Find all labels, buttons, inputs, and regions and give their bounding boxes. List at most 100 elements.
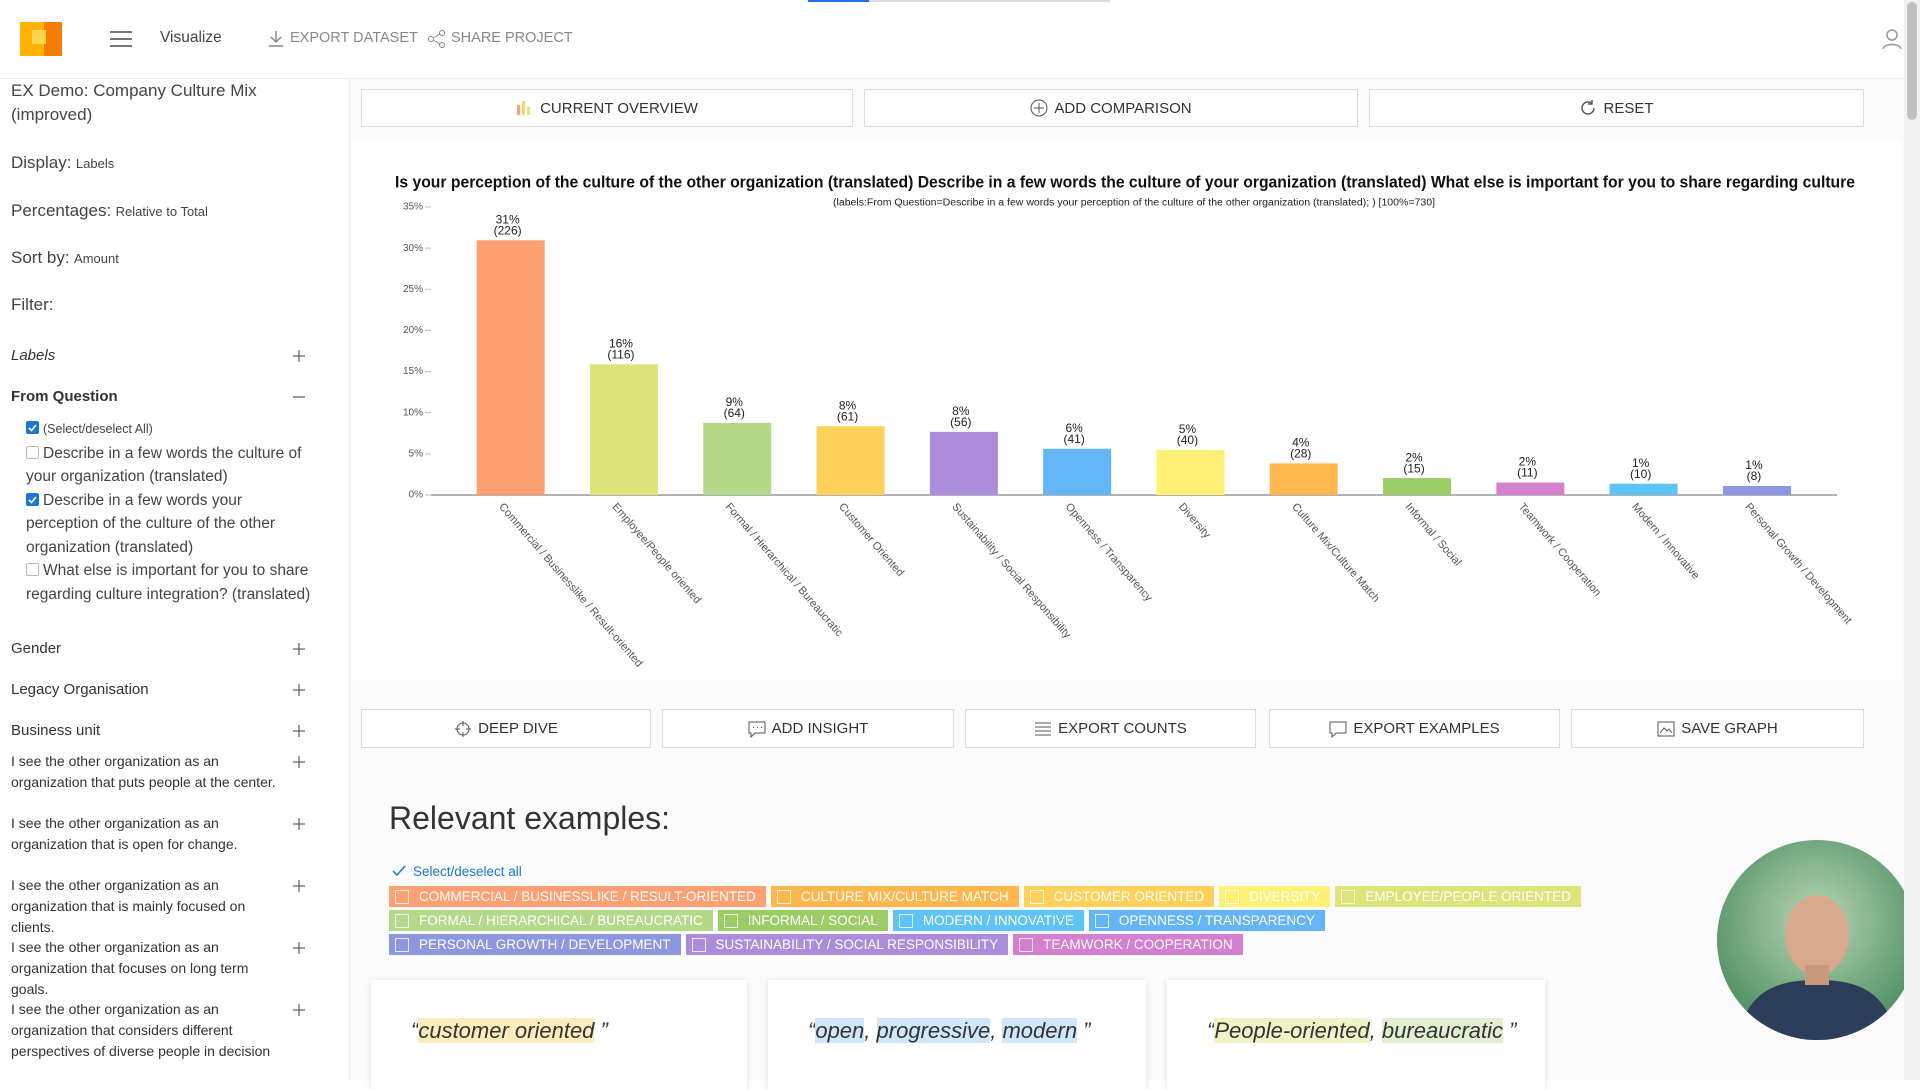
tag-checkbox[interactable] <box>776 889 791 904</box>
action-button[interactable]: EXPORT EXAMPLES <box>1269 709 1560 748</box>
tag-checkbox[interactable] <box>1019 937 1034 952</box>
toolbar-button[interactable]: RESET <box>1369 89 1864 127</box>
webcam-overlay <box>1717 840 1917 1040</box>
bar <box>1269 463 1338 495</box>
bar <box>929 431 998 495</box>
top-progress-track <box>869 0 1110 2</box>
user-icon[interactable] <box>1882 28 1902 50</box>
category-tag[interactable]: SUSTAINABILITY / SOCIAL RESPONSIBILITY <box>685 934 1009 955</box>
setting-row: Sort by: Amount <box>11 245 119 272</box>
logo[interactable] <box>20 22 62 56</box>
checkmark-stroke <box>28 424 37 432</box>
tag-checkbox[interactable] <box>395 937 409 952</box>
category-tag[interactable]: EMPLOYEE/PEOPLE ORIENTED <box>1335 886 1581 907</box>
category-tag[interactable]: PERSONAL GROWTH / DEVELOPMENT <box>389 934 681 955</box>
tag-label: TEAMWORK / COOPERATION <box>1043 937 1233 952</box>
filter-option[interactable]: What else is important for you to share … <box>26 559 311 606</box>
category-tag[interactable]: OPENNESS / TRANSPARENCY <box>1088 910 1325 931</box>
tag-label: INFORMAL / SOCIAL <box>747 913 878 928</box>
share-project-link[interactable]: SHARE PROJECT <box>451 30 573 46</box>
filter-header[interactable]: Business unit <box>11 722 101 739</box>
setting-value[interactable]: Amount <box>74 251 119 266</box>
bar <box>1043 448 1112 495</box>
example-card: “customer oriented ” <box>371 980 747 1090</box>
expand-icon[interactable] <box>292 1003 306 1017</box>
checkbox-checked[interactable] <box>26 492 39 506</box>
tag-label: CUSTOMER ORIENTED <box>1053 889 1205 904</box>
checkbox[interactable] <box>26 445 39 459</box>
count-label: (116) <box>607 347 634 361</box>
category-tag[interactable]: FORMAL / HIERARCHICAL / BUREAUCRATIC <box>389 910 713 931</box>
expand-icon[interactable] <box>292 941 306 955</box>
tag-checkbox[interactable] <box>395 913 409 928</box>
filter-option[interactable]: Describe in a few words your perception … <box>26 489 311 560</box>
tag-checkbox[interactable] <box>1341 889 1356 904</box>
filter-header[interactable]: I see the other organization as an organ… <box>11 939 249 997</box>
expand-icon[interactable] <box>292 724 306 738</box>
expand-icon[interactable] <box>292 817 306 831</box>
toolbar-button[interactable]: CURRENT OVERVIEW <box>361 89 853 127</box>
value-label: 5% <box>1179 422 1197 436</box>
app-title[interactable]: Visualize <box>160 29 222 46</box>
category-tag[interactable]: COMMERCIAL / BUSINESSLIKE / RESULT-ORIEN… <box>389 886 766 907</box>
filter-header[interactable]: I see the other organization as an organ… <box>11 815 238 852</box>
category-tag[interactable]: MODERN / INNOVATIVE <box>892 910 1084 931</box>
tag-checkbox[interactable] <box>723 913 738 928</box>
expand-icon[interactable] <box>292 683 306 697</box>
setting-label: Display: <box>11 153 72 172</box>
tag-checkbox[interactable] <box>898 913 913 928</box>
setting-value[interactable]: Labels <box>75 156 115 171</box>
count-label: (15) <box>1403 461 1424 475</box>
scrollbar-thumb[interactable] <box>1907 2 1917 120</box>
filter-header[interactable]: From Question <box>11 388 118 405</box>
tag-checkbox[interactable] <box>395 889 409 904</box>
highlighted-text: People-oriented <box>1214 1018 1370 1043</box>
action-button[interactable]: ADD INSIGHT <box>662 709 954 748</box>
check-icon <box>392 865 406 877</box>
action-button[interactable]: DEEP DIVE <box>361 709 651 748</box>
tag-checkbox[interactable] <box>1029 889 1044 904</box>
icon-stroke <box>293 350 305 362</box>
setting-row: Percentages: Relative to Total <box>11 198 208 225</box>
tag-checkbox[interactable] <box>1225 889 1240 904</box>
expand-icon[interactable] <box>292 642 306 656</box>
filter-header[interactable]: Legacy Organisation <box>11 681 149 698</box>
value-label: 31% <box>496 212 520 226</box>
tag-checkbox[interactable] <box>1094 913 1109 928</box>
filter-header[interactable]: I see the other organization as an organ… <box>11 877 246 935</box>
x-tick-label: Informal / Social <box>1403 501 1464 568</box>
collapse-icon[interactable] <box>292 390 306 404</box>
action-button[interactable]: SAVE GRAPH <box>1571 709 1864 748</box>
category-tag[interactable]: TEAMWORK / COOPERATION <box>1013 934 1243 955</box>
value-label: 2% <box>1519 455 1537 469</box>
filter-header[interactable]: Labels <box>11 347 56 364</box>
action-button[interactable]: EXPORT COUNTS <box>965 709 1256 748</box>
category-tag[interactable]: CULTURE MIX/CULTURE MATCH <box>770 886 1019 907</box>
x-tick-label: Commercial / Businesslike / Result-orien… <box>496 501 645 669</box>
tag-checkbox[interactable] <box>691 937 706 952</box>
menu-icon[interactable] <box>110 30 132 48</box>
select-all-link[interactable]: Select/deselect all <box>413 864 522 879</box>
checkbox-checked[interactable] <box>26 421 39 434</box>
expand-icon[interactable] <box>292 755 306 769</box>
expand-icon[interactable] <box>292 879 306 893</box>
y-tick-label: 15% <box>403 366 423 377</box>
filter-option[interactable]: (Select/deselect All) <box>26 418 311 442</box>
icon-stroke <box>293 942 305 954</box>
filter-option[interactable]: Describe in a few words the culture of y… <box>26 442 311 489</box>
sidebar <box>0 79 350 1080</box>
category-tag[interactable]: CUSTOMER ORIENTED <box>1023 886 1215 907</box>
filter-header[interactable]: I see the other organization as an organ… <box>11 753 276 790</box>
x-tick-label: Employee/People oriented <box>609 501 703 606</box>
expand-icon[interactable] <box>292 349 306 363</box>
toolbar-button[interactable]: ADD COMPARISON <box>864 89 1358 127</box>
x-tick-label: Customer Oriented <box>836 501 906 579</box>
setting-value[interactable]: Relative to Total <box>115 203 208 219</box>
export-dataset-link[interactable]: EXPORT DATASET <box>290 30 418 46</box>
checkbox[interactable] <box>26 563 39 576</box>
category-tag[interactable]: INFORMAL / SOCIAL <box>717 910 888 931</box>
category-tag[interactable]: DIVERSITY <box>1219 886 1331 907</box>
filter-header[interactable]: Gender <box>11 640 62 657</box>
filter-header[interactable]: I see the other organization as an organ… <box>11 1001 271 1059</box>
count-label: (11) <box>1517 466 1537 480</box>
